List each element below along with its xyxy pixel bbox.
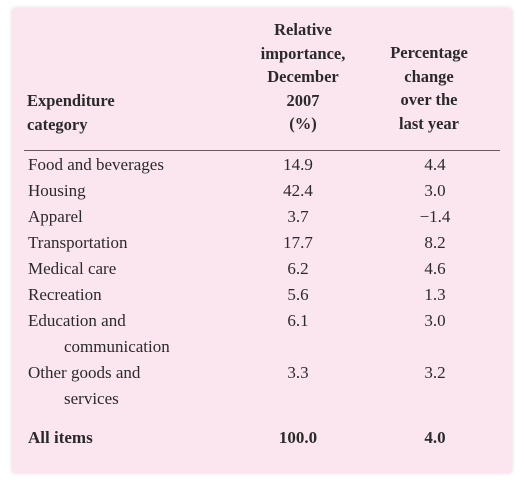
row-label: Apparel <box>28 207 83 226</box>
row-change-value: 3.0 <box>424 311 446 330</box>
row-change-value: 4.4 <box>424 155 446 174</box>
header-line: Percentage <box>390 43 468 62</box>
total-change-value: 4.0 <box>424 428 446 447</box>
row-change-value: 3.2 <box>424 363 446 382</box>
row-change-value: 3.0 <box>424 181 446 200</box>
row-label: Housing <box>28 181 86 200</box>
expenditure-table-panel: Expenditure category Relative importance… <box>12 8 512 473</box>
total-label: All items <box>28 428 93 447</box>
header-line: over the <box>400 90 458 109</box>
row-label: Food and beverages <box>28 155 164 174</box>
row-label: Medical care <box>28 259 117 278</box>
row-label-continuation: communication <box>64 337 170 356</box>
row-relative-value: 3.3 <box>287 363 309 382</box>
row-label: Other goods and <box>28 363 141 382</box>
header-line: 2007 <box>286 90 320 110</box>
header-relative-importance: Relative importance, December 2007 (%) <box>245 18 361 136</box>
header-expenditure-category: Expenditure category <box>27 89 115 136</box>
row-label: Recreation <box>28 285 102 304</box>
header-line: importance, <box>260 43 346 63</box>
row-relative-value: 6.1 <box>287 311 309 330</box>
header-line: (%) <box>289 114 317 133</box>
row-change-value: −1.4 <box>419 207 451 226</box>
header-line: December <box>267 67 339 86</box>
row-label-continuation: services <box>64 389 119 408</box>
header-line: Expenditure <box>27 91 115 110</box>
header-line: last year <box>398 113 460 133</box>
row-relative-value: 42.4 <box>283 181 313 200</box>
row-relative-value: 17.7 <box>283 233 313 252</box>
row-relative-value: 5.6 <box>287 285 309 304</box>
row-label: Transportation <box>28 233 128 252</box>
row-change-value: 4.6 <box>424 259 446 278</box>
row-label: Education and <box>28 311 126 330</box>
row-change-value: 1.3 <box>424 285 446 304</box>
header-line: category <box>27 114 88 134</box>
header-divider <box>24 150 500 151</box>
header-percentage-change: Percentage change over the last year <box>376 41 482 135</box>
header-line: Relative <box>274 20 332 39</box>
row-relative-value: 3.7 <box>287 207 309 226</box>
row-relative-value: 14.9 <box>283 155 313 174</box>
row-change-value: 8.2 <box>424 233 446 252</box>
header-line: change <box>404 66 454 86</box>
row-relative-value: 6.2 <box>287 259 309 278</box>
total-relative-value: 100.0 <box>278 428 318 447</box>
